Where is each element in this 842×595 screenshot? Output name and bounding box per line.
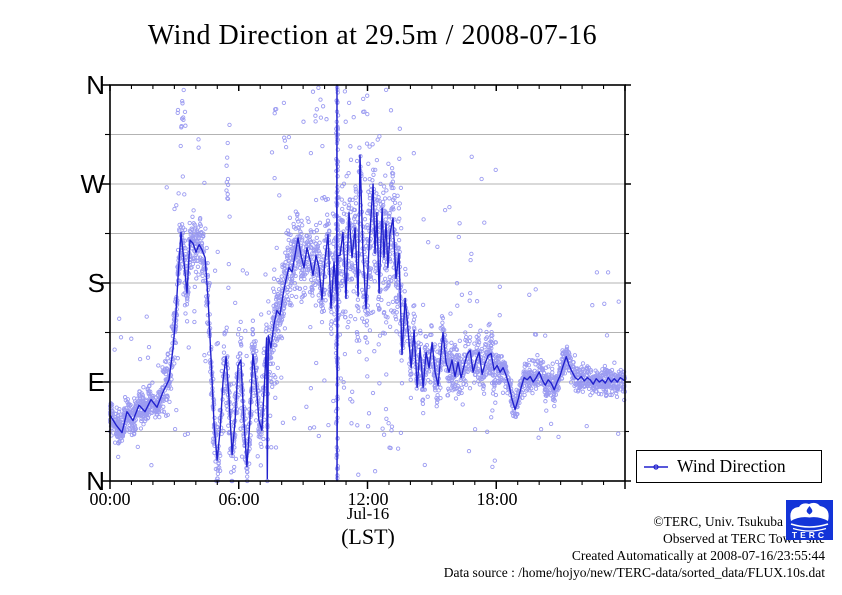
legend-line-sample bbox=[644, 463, 668, 470]
x-axis-date-label: Jul-16 bbox=[346, 504, 390, 523]
y-axis-label-e: E bbox=[87, 367, 105, 397]
x-axis-unit-label: (LST) bbox=[341, 524, 395, 549]
chart-title: Wind Direction at 29.5m / 2008-07-16 bbox=[147, 20, 598, 51]
x-tick-label-0000: 00:00 bbox=[89, 489, 131, 509]
footer-copyright: ©TERC, Univ. Tsukuba bbox=[653, 514, 783, 529]
footer-created: Created Automatically at 2008-07-16/23:5… bbox=[571, 548, 825, 563]
legend-label: Wind Direction bbox=[677, 456, 786, 476]
x-tick-label-1200: 12:00 bbox=[347, 489, 389, 509]
footer-data-source: Data source : /home/hojyo/new/TERC-data/… bbox=[443, 565, 825, 580]
y-axis-label-s: S bbox=[87, 268, 105, 298]
x-tick-label-0600: 06:00 bbox=[218, 489, 260, 509]
y-axis-label-n-top: N bbox=[86, 70, 105, 100]
legend: Wind Direction bbox=[636, 450, 822, 483]
y-axis-label-w: W bbox=[80, 169, 105, 199]
logo-text: TERC bbox=[792, 530, 827, 540]
logo-drop-icon bbox=[806, 506, 813, 515]
terc-logo: TERC bbox=[786, 500, 833, 540]
y-axis-label-n-bottom: N bbox=[86, 466, 105, 496]
x-tick-label-1800: 18:00 bbox=[476, 489, 518, 509]
